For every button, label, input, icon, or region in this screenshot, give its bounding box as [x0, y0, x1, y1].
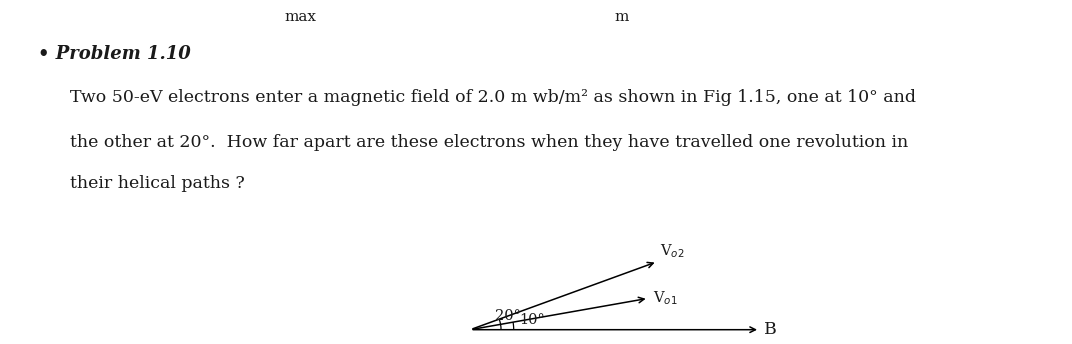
Text: Two 50-eV electrons enter a magnetic field of 2.0 m wb/m² as shown in Fig 1.15, : Two 50-eV electrons enter a magnetic fie…	[70, 89, 915, 106]
Text: m: m	[614, 10, 629, 24]
Text: V$_{o1}$: V$_{o1}$	[653, 289, 678, 307]
Text: 10°: 10°	[519, 313, 545, 327]
Text: V$_{o2}$: V$_{o2}$	[660, 242, 685, 260]
Text: the other at 20°.  How far apart are these electrons when they have travelled on: the other at 20°. How far apart are thes…	[70, 134, 908, 151]
Text: their helical paths ?: their helical paths ?	[70, 175, 244, 192]
Text: B: B	[764, 321, 777, 338]
Text: • Problem 1.10: • Problem 1.10	[38, 45, 190, 63]
Text: 20°: 20°	[495, 309, 521, 323]
Text: max: max	[284, 10, 316, 24]
